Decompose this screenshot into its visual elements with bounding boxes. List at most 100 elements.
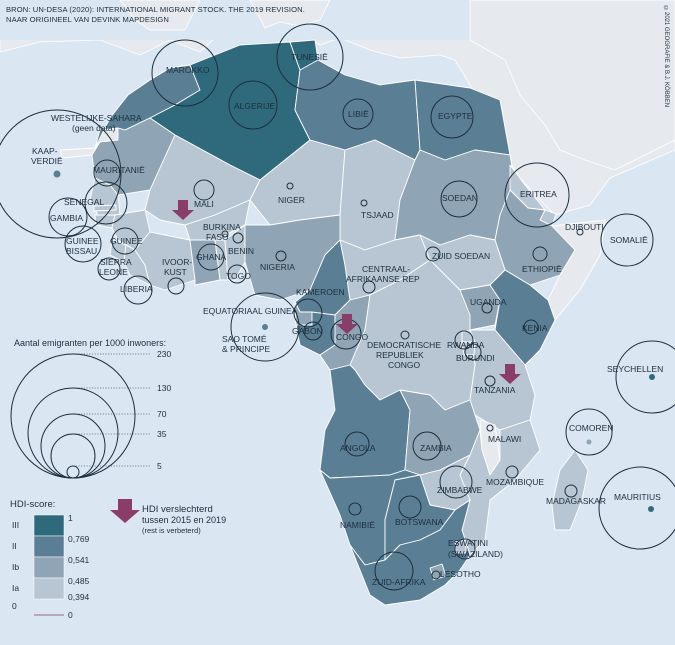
circle-burkina-faso: [221, 230, 229, 238]
circle-ivory-coast: [167, 277, 185, 295]
source-line-1: BRON: UN-DESA (2020): INTERNATIONAL MIGR…: [6, 5, 305, 14]
circle-gambia: [48, 197, 88, 237]
arrow-mali: [172, 200, 194, 220]
circle-mali: [193, 179, 215, 201]
label-seychellen: SEYCHELLEN: [607, 364, 663, 374]
label-tanzania: TANZANIA: [474, 385, 516, 395]
label-zimbabwe: ZIMBABWE: [437, 485, 483, 495]
label-sao-tome-1: SAO TOMÉ: [222, 334, 267, 344]
circle-angola: [344, 431, 370, 457]
label-geen-data: (geen data): [72, 123, 116, 133]
circle-ghana: [197, 243, 225, 271]
circle-guinea: [111, 227, 139, 255]
circle-senegal: [84, 181, 128, 225]
label-marokko: MAROKKO: [166, 65, 210, 75]
label-ghana: GHANA: [196, 252, 227, 262]
country-lesotho: [429, 563, 447, 581]
label-mauritanie: MAURITANIË: [93, 165, 145, 175]
circle-madagascar: [564, 484, 578, 498]
legend-hdi-threshold-0: 0: [68, 610, 73, 620]
legend-hdi-threshold-1: 1: [68, 513, 73, 523]
sao-tome-marker: [262, 324, 268, 330]
label-comoren: COMOREN: [569, 423, 613, 433]
label-madagaskar: MADAGASKAR: [546, 496, 606, 506]
label-rwanda: RWANDA: [447, 340, 485, 350]
mauritius-marker: [648, 506, 654, 512]
circle-zimbabwe: [439, 465, 473, 499]
label-kameroen: KAMEROEN: [296, 287, 345, 297]
label-gabon: GABON: [292, 326, 323, 336]
circle-guinea-bissau: [64, 225, 102, 263]
comoros-marker: [586, 439, 592, 445]
circle-algeria: [228, 80, 278, 130]
circle-sierra-leone: [97, 257, 121, 281]
circle-ethiopia: [532, 246, 548, 262]
legend-arrow-line2: tussen 2015 en 2019: [142, 515, 226, 525]
legend-hdi-threshold-0394: 0,394: [68, 592, 90, 602]
label-congo: CONGO: [336, 332, 369, 342]
circle-botswana: [398, 495, 422, 519]
circle-car: [362, 280, 376, 294]
legend-value-5: 5: [157, 461, 162, 471]
country-eswatini: [454, 539, 467, 554]
circle-eswatini: [454, 538, 476, 560]
circle-zambia: [412, 431, 442, 461]
label-kust: KUST: [164, 267, 187, 277]
label-senegal: SENEGAL: [64, 197, 104, 207]
label-lesotho: LESOTHO: [440, 569, 481, 579]
arrow-tanzania: [499, 364, 521, 384]
circle-south-africa: [374, 551, 414, 591]
circle-niger: [286, 182, 294, 190]
circle-tanzania: [484, 375, 496, 387]
country-kenya: [489, 269, 556, 366]
label-eswatini: ESWATINI: [448, 538, 488, 548]
circle-comoros: [565, 408, 613, 456]
label-faso: FASO: [206, 232, 229, 242]
legend-value-230: 230: [157, 349, 171, 359]
legend-hdi-threshold-0541: 0,541: [68, 555, 90, 565]
legend-value-130: 130: [157, 383, 171, 393]
circle-gabon: [303, 321, 323, 341]
label-egypte: EGYPTE: [438, 111, 473, 121]
label-nigeria: NIGERIA: [260, 262, 295, 272]
circle-benin: [232, 232, 244, 244]
label-mozambique: MOZAMBIQUE: [486, 477, 544, 487]
circle-eritrea: [504, 162, 570, 228]
label-liberia: LIBERIA: [120, 284, 153, 294]
country-madagascar: [551, 449, 589, 531]
label-leone: LEONE: [99, 267, 128, 277]
legend-hdi-threshold-0769: 0,769: [68, 534, 90, 544]
legend-arrow-line3: (rest is verbeterd): [142, 526, 201, 535]
label-mauritius: MAURITIUS: [614, 492, 661, 502]
circle-libya: [342, 98, 374, 130]
legend-circles-title: Aantal emigranten per 1000 inwoners:: [14, 338, 166, 348]
circle-sudan: [440, 180, 478, 218]
legend-value-70: 70: [157, 409, 167, 419]
circle-mauritius: [598, 466, 675, 550]
label-gambia: GAMBIA: [50, 213, 83, 223]
legend-circles: Aantal emigranten per 1000 inwoners: 230…: [10, 338, 171, 479]
label-ivoor: IVOOR-: [162, 257, 192, 267]
label-djibouti: DJIBOUTI: [565, 222, 604, 232]
label-burkina: BURKINA: [203, 222, 241, 232]
circle-djibouti: [576, 228, 584, 236]
label-eritrea: ERITREA: [520, 189, 557, 199]
legend-arrow-line1: HDI verslechterd: [142, 504, 213, 515]
label-tunesie: TUNESIË: [291, 52, 328, 62]
circle-namibia: [348, 502, 362, 516]
label-niger: NIGER: [278, 195, 305, 205]
label-soedan: SOEDAN: [442, 193, 478, 203]
circle-seychelles: [615, 340, 675, 414]
circle-malawi: [486, 424, 494, 432]
label-sao-tome-2: & PRINCIPE: [222, 344, 271, 354]
circle-rwanda: [454, 330, 474, 350]
country-ghana: [189, 239, 221, 286]
legend-hdi-class-III: III: [12, 520, 19, 530]
label-algerije: ALGERIJE: [234, 101, 275, 111]
label-verdie: VERDIË: [31, 156, 63, 166]
legend-hdi-class-0: 0: [12, 601, 17, 611]
copyright: ©2021 GEOGRAFIE & B.J. KÖBBEN: [663, 6, 669, 108]
circle-nigeria: [275, 250, 287, 262]
circle-morocco: [151, 39, 219, 107]
